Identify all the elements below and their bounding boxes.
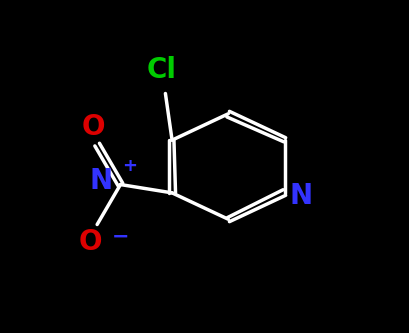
Text: N: N bbox=[289, 182, 312, 210]
Text: O: O bbox=[79, 228, 102, 256]
Text: Cl: Cl bbox=[147, 56, 177, 84]
Text: O: O bbox=[82, 113, 105, 141]
Text: N: N bbox=[89, 167, 112, 195]
Text: −: − bbox=[112, 226, 129, 246]
Text: +: + bbox=[122, 157, 137, 175]
